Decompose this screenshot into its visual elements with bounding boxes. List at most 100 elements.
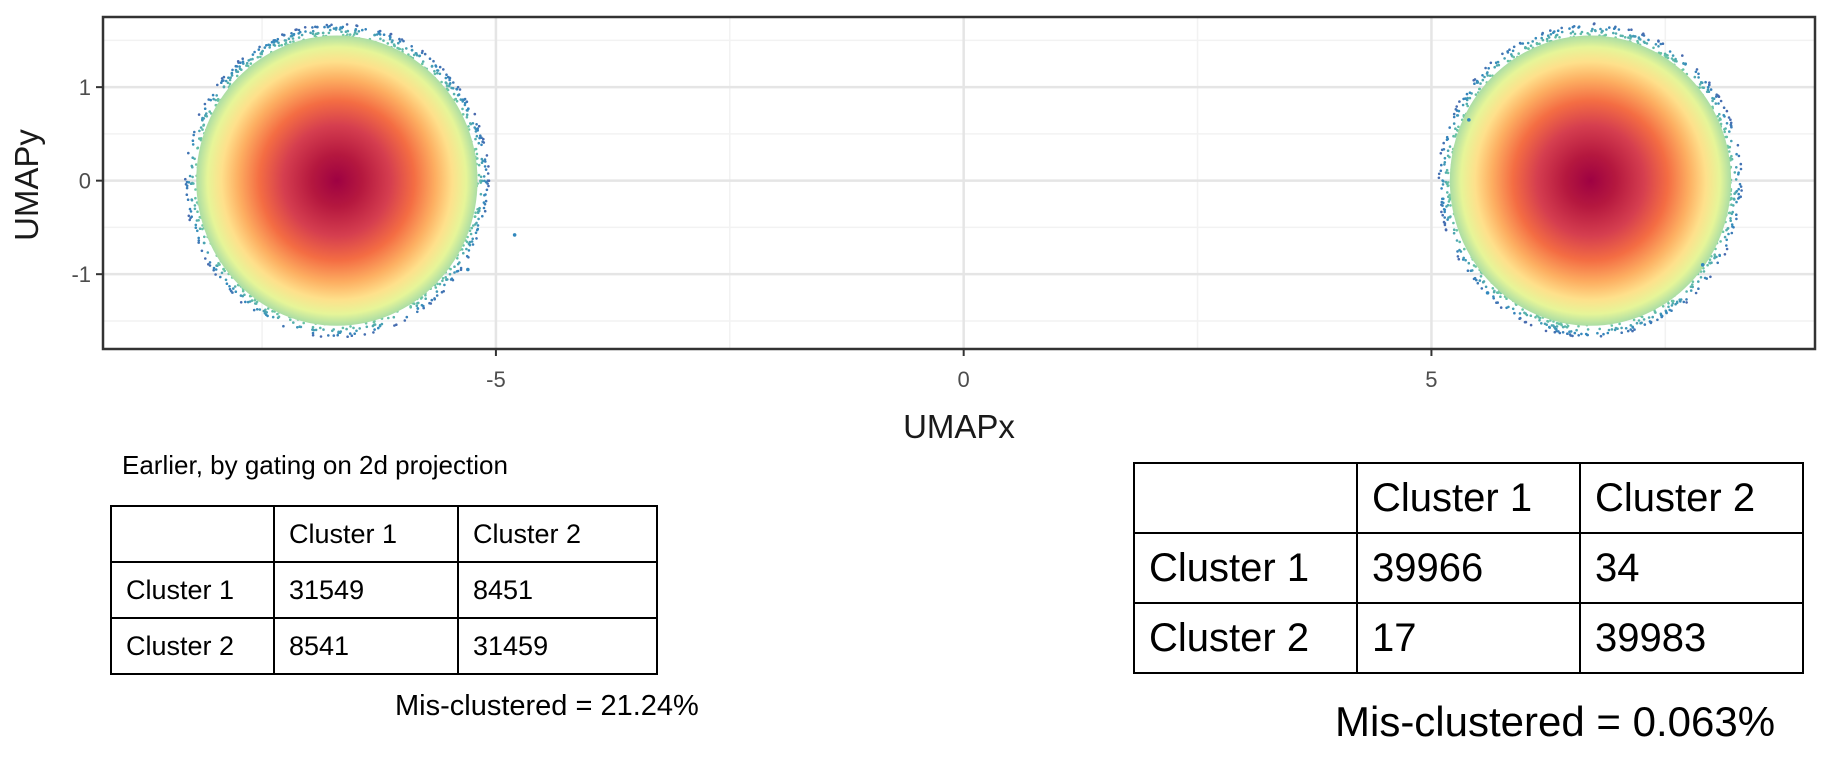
- data-point: [1555, 33, 1559, 37]
- data-point: [238, 67, 242, 71]
- data-point: [1536, 42, 1539, 46]
- data-point: [475, 152, 479, 156]
- data-point: [287, 37, 291, 40]
- data-point: [1624, 327, 1628, 330]
- data-point: [311, 328, 314, 331]
- data-point: [1513, 311, 1516, 315]
- data-point: [1496, 60, 1500, 64]
- data-point: [348, 332, 352, 335]
- data-point: [349, 325, 352, 328]
- data-point: [465, 247, 468, 251]
- data-point: [1519, 316, 1522, 320]
- data-point: [401, 48, 404, 51]
- data-point: [1446, 191, 1449, 194]
- data-point: [1558, 36, 1561, 39]
- data-point: [1643, 323, 1647, 326]
- data-point: [225, 282, 229, 286]
- data-point: [1618, 322, 1621, 326]
- data-point: [1682, 300, 1686, 304]
- data-point: [332, 328, 336, 331]
- data-point: [373, 328, 376, 331]
- data-point: [271, 315, 275, 319]
- data-point: [1718, 112, 1721, 116]
- data-point: [1714, 102, 1718, 105]
- data-point: [1729, 217, 1732, 220]
- data-point: [1486, 71, 1489, 74]
- data-point: [289, 318, 292, 322]
- data-point: [299, 325, 303, 329]
- plot-panel-border: [101, 15, 1817, 351]
- data-point: [1472, 264, 1476, 267]
- data-point: [1672, 58, 1675, 62]
- data-point: [1501, 52, 1504, 56]
- data-point: [1654, 43, 1658, 46]
- data-point: [1740, 189, 1743, 192]
- data-point: [297, 28, 301, 32]
- data-point: [1695, 68, 1699, 71]
- data-point: [1484, 285, 1488, 289]
- data-point: [1631, 329, 1634, 333]
- data-point: [1728, 150, 1731, 153]
- data-point: [239, 61, 242, 64]
- data-point: [253, 302, 257, 305]
- data-point: [1702, 270, 1706, 273]
- data-point: [1729, 219, 1732, 222]
- data-point: [215, 94, 218, 97]
- data-point: [1544, 329, 1548, 333]
- data-point: [1439, 169, 1443, 173]
- data-point: [476, 127, 480, 130]
- data-point: [1566, 324, 1570, 328]
- data-point: [391, 39, 394, 42]
- data-point: [311, 32, 315, 36]
- data-point: [1444, 228, 1448, 231]
- data-point: [466, 107, 470, 110]
- data-point: [298, 30, 302, 34]
- data-point: [216, 264, 219, 268]
- data-point: [1661, 305, 1665, 308]
- data-point: [1684, 62, 1687, 65]
- data-point: [345, 327, 348, 331]
- data-point: [1458, 100, 1461, 103]
- data-point: [206, 251, 210, 254]
- data-point: [258, 308, 262, 311]
- data-point: [1671, 54, 1675, 57]
- value-cell: 8451: [457, 561, 658, 619]
- data-point: [484, 199, 488, 203]
- data-point: [1442, 148, 1446, 151]
- data-point: [461, 100, 465, 103]
- data-point: [1727, 116, 1731, 119]
- data-point: [1679, 298, 1683, 301]
- data-point: [1569, 330, 1573, 333]
- data-point: [433, 72, 437, 76]
- data-point: [335, 26, 338, 30]
- data-point: [1440, 187, 1443, 190]
- data-point: [203, 102, 207, 106]
- data-point: [429, 302, 433, 305]
- data-point: [228, 82, 232, 86]
- data-point: [355, 32, 359, 36]
- data-point: [355, 24, 358, 27]
- data-point: [1550, 324, 1554, 327]
- data-point: [1739, 162, 1743, 166]
- data-point: [245, 61, 249, 65]
- data-point: [1681, 54, 1684, 57]
- data-point: [392, 43, 396, 46]
- data-point: [1541, 38, 1545, 42]
- data-point: [1540, 36, 1543, 40]
- data-point: [277, 44, 281, 47]
- data-point: [455, 270, 459, 273]
- data-point: [1708, 261, 1711, 265]
- data-point: [1723, 130, 1726, 134]
- data-point: [1478, 87, 1481, 91]
- data-point: [328, 28, 332, 32]
- data-point: [208, 264, 212, 267]
- data-point: [1529, 314, 1533, 318]
- data-point: [470, 240, 474, 243]
- data-point: [1731, 225, 1734, 228]
- data-point: [1667, 302, 1670, 305]
- data-point: [1639, 38, 1642, 41]
- data-point: [189, 182, 193, 185]
- table-row: Cluster 2 17 39983: [1133, 602, 1804, 674]
- data-point: [246, 300, 250, 304]
- data-point: [1468, 91, 1472, 94]
